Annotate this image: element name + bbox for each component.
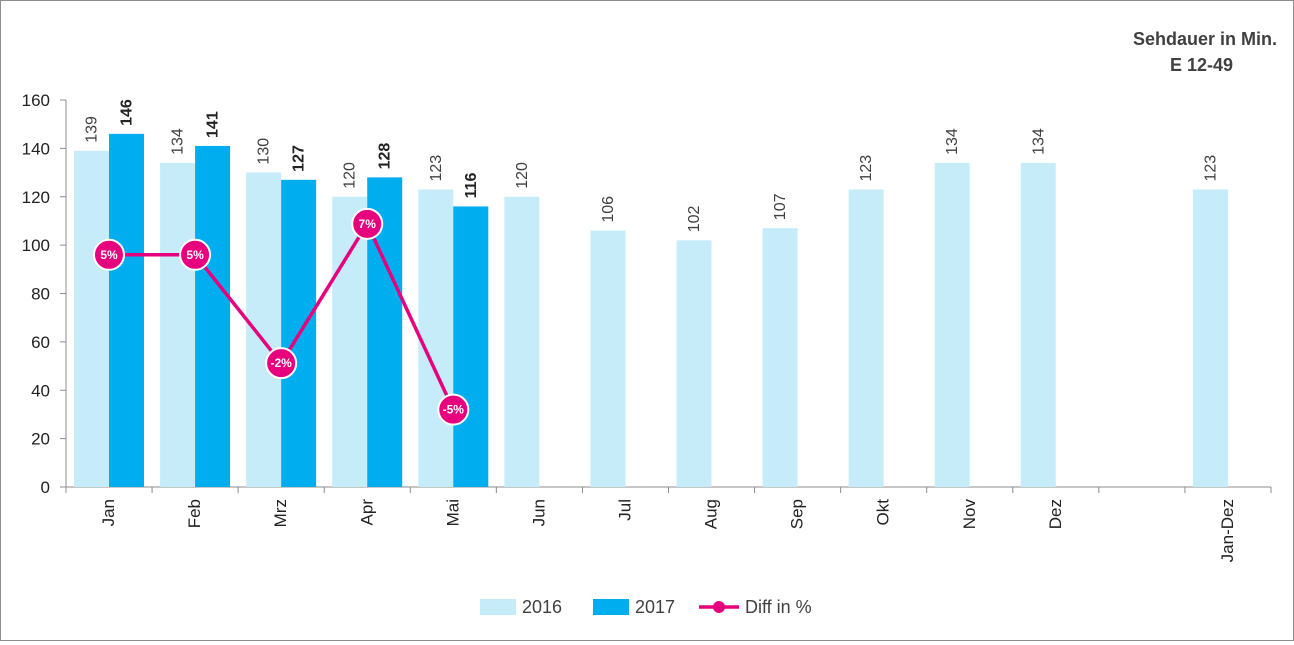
y-tick-label: 40 [31,381,50,400]
diff-point [351,207,384,240]
bar-2016-Jan-Dez [1192,189,1228,487]
bar-2016-Sep [762,228,798,487]
bar-value-label: 128 [377,143,394,170]
bar-value-label: 116 [463,173,480,199]
y-tick-label: 120 [22,188,50,207]
y-tick-label: 80 [31,285,50,304]
bar-2016-Jun [504,196,540,487]
y-tick-label: 60 [31,333,50,352]
bar-value-label: 123 [858,155,875,182]
bar-value-label: 139 [84,116,101,143]
bar-2016-Jul [590,230,626,488]
legend-label-2016: 2016 [522,597,562,617]
x-tick-label: Aug [702,499,721,529]
y-tick-label: 0 [41,478,50,497]
legend-swatch-2016 [480,599,516,615]
bar-2017-Mai [453,206,489,488]
x-tick-label: Nov [960,499,979,530]
axes: 0 20 40 60 80 100 120 140 160 Jan Feb Mrz Apr Mai Jun J… [22,91,1272,562]
diff-point-label: -5% [443,403,465,417]
legend-swatch-2017 [593,599,629,615]
diff-point-label: 5% [186,248,204,262]
bar-value-label: 146 [119,99,136,126]
bar-labels: 139 146 134 141 130 127 120 128 123 116 120 106 102 1… [84,99,1220,232]
bar-2016-Mai [418,189,454,487]
diff-point [93,238,125,271]
bar-value-label: 130 [256,138,273,165]
bar-value-label: 134 [944,128,961,155]
bar-2016-Feb [160,162,196,487]
y-tick-label: 140 [22,139,50,158]
x-tick-label: Jun [529,499,548,526]
bar-value-label: 102 [686,205,703,232]
bar-2016-Aug [676,240,712,487]
diff-point-label: -2% [270,356,292,370]
bar-value-label: 120 [514,162,531,189]
bar-value-label: 134 [170,128,187,155]
bar-2016-Apr [332,196,368,487]
y-tick-label: 100 [22,236,50,255]
bar-2017-Feb [195,145,231,488]
x-tick-label: Dez [1046,499,1065,529]
x-tick-label: Okt [874,499,893,526]
x-tick-label: Jan [99,499,118,526]
legend-label-2017: 2017 [635,597,675,617]
bar-value-label: 127 [291,145,308,172]
bar-2016-Nov [934,162,970,487]
bars [74,133,1228,488]
legend-label-diff: Diff in % [745,597,812,617]
bar-value-label: 141 [205,111,222,138]
diff-point-label: 5% [100,248,118,262]
x-tick-label: Feb [185,499,204,528]
diff-point [179,238,212,271]
diff-point [265,347,298,380]
bar-value-label: 106 [600,196,617,223]
bar-value-label: 123 [1202,155,1219,182]
y-tick-label: 20 [31,430,50,449]
legend-swatch-diff-marker [713,601,725,613]
bar-2017-Jan [109,133,144,488]
x-tick-label: Jul [615,499,634,521]
x-tick-label: Sep [788,499,807,529]
diff-line-series: 5% 5% -2% 7% -5% [93,207,470,426]
legend: 2016 2017 Diff in % [480,597,812,617]
bar-2016-Jan [74,150,109,487]
bar-2016-Dez [1020,162,1056,487]
x-tick-label: Jan-Dez [1218,499,1237,562]
chart-title: Sehdauer in Min. E 12-49 [1133,29,1277,75]
bar-value-label: 134 [1030,128,1047,155]
bar-2016-Okt [848,189,884,487]
chart-title-line-2: E 12-49 [1170,55,1233,75]
bar-value-label: 123 [428,155,445,182]
bar-value-label: 107 [772,193,789,220]
diff-point-label: 7% [359,217,377,231]
x-tick-label: Mrz [271,499,290,527]
chart-title-line-1: Sehdauer in Min. [1133,29,1277,49]
x-tick-label: Apr [357,499,376,526]
y-tick-label: 160 [22,91,50,110]
x-tick-label: Mai [443,499,462,526]
bar-2016-Mrz [246,172,282,487]
diff-point [437,393,470,426]
bar-value-label: 120 [342,162,359,189]
